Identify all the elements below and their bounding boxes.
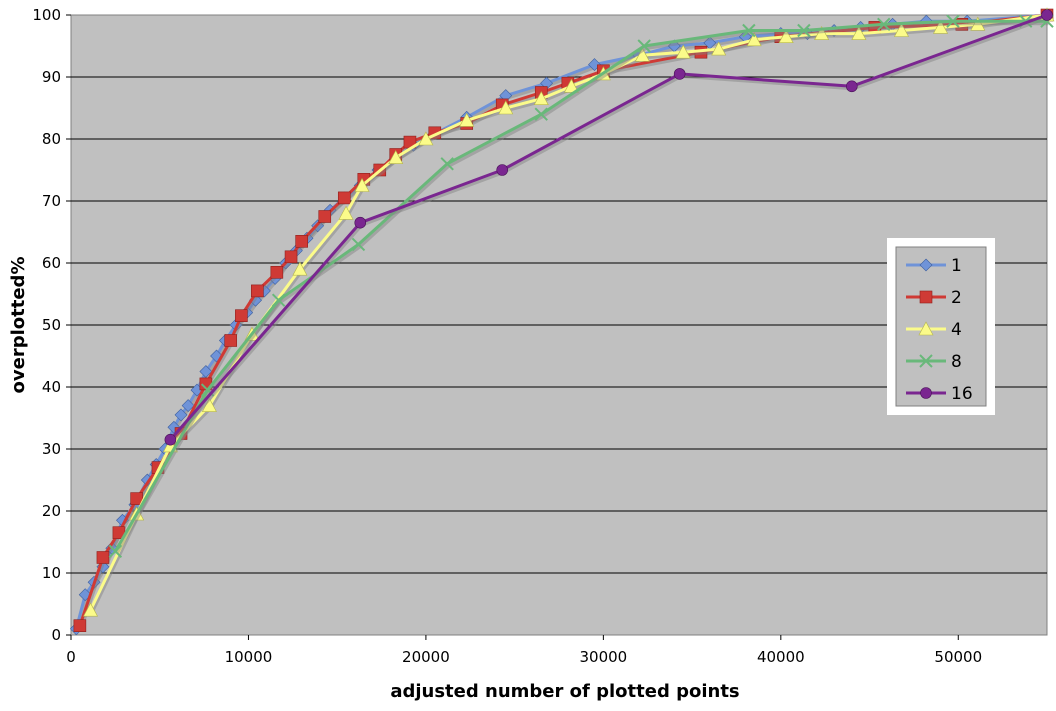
data-point xyxy=(814,25,830,40)
data-point xyxy=(845,80,858,93)
series-layer xyxy=(69,7,1055,636)
data-point xyxy=(201,397,217,412)
data-point xyxy=(970,16,986,31)
y-axis-title: overplotted% xyxy=(8,257,29,394)
series-8 xyxy=(108,14,1054,559)
x-tick-label: 30000 xyxy=(580,648,628,666)
x-tick-label: 40000 xyxy=(757,648,805,666)
y-tick-label: 20 xyxy=(42,502,61,520)
data-point xyxy=(108,544,123,559)
data-point xyxy=(742,23,756,38)
x-tick-label: 50000 xyxy=(934,648,982,666)
legend-label: 4 xyxy=(951,320,962,340)
data-point xyxy=(271,293,286,307)
series-line-shadow xyxy=(170,16,1050,444)
data-point xyxy=(498,100,514,115)
data-point xyxy=(96,551,110,564)
data-point xyxy=(78,588,92,602)
x-axis-title: adjusted number of plotted points xyxy=(390,681,739,702)
data-point xyxy=(778,29,794,43)
data-point xyxy=(746,32,762,47)
y-tick-label: 80 xyxy=(42,130,61,148)
data-point xyxy=(533,91,549,105)
data-point xyxy=(440,157,454,171)
legend-label: 2 xyxy=(951,288,962,308)
data-point xyxy=(877,17,891,32)
series-16 xyxy=(164,9,1053,446)
data-point xyxy=(284,250,298,264)
data-point xyxy=(496,164,509,176)
legend-label: 16 xyxy=(951,384,973,404)
legend-item: 4 xyxy=(906,320,962,340)
series-line xyxy=(169,13,1048,441)
legend-marker xyxy=(919,258,933,272)
data-point xyxy=(337,191,351,205)
y-tick-label: 30 xyxy=(42,440,61,458)
data-point xyxy=(338,205,354,220)
data-point xyxy=(534,107,548,121)
legend-item: 1 xyxy=(906,256,962,276)
data-point xyxy=(354,216,367,229)
data-point xyxy=(563,78,579,93)
data-point xyxy=(797,23,811,38)
data-point xyxy=(251,284,264,298)
legend-item: 2 xyxy=(906,288,962,308)
data-point xyxy=(459,112,475,127)
data-point xyxy=(354,177,370,192)
data-point xyxy=(270,265,284,279)
legend-item: 16 xyxy=(906,384,973,404)
data-point xyxy=(164,433,177,446)
data-point xyxy=(673,68,686,80)
y-tick-label: 0 xyxy=(51,626,61,644)
data-point xyxy=(675,44,691,59)
x-tick-label: 10000 xyxy=(225,648,273,666)
x-tick-label: 0 xyxy=(66,648,76,666)
x-tick-label: 20000 xyxy=(402,648,450,666)
y-tick-label: 90 xyxy=(42,68,61,86)
data-point xyxy=(130,492,143,505)
data-point xyxy=(83,602,99,617)
data-point xyxy=(933,19,949,34)
data-point xyxy=(235,309,248,323)
data-point xyxy=(210,349,223,363)
legend-marker xyxy=(919,354,933,368)
data-point xyxy=(388,149,404,164)
data-point xyxy=(851,25,867,40)
legend-marker xyxy=(919,290,933,304)
y-tick-label: 40 xyxy=(42,378,61,396)
y-tick-label: 60 xyxy=(42,254,61,272)
data-point xyxy=(946,14,960,28)
y-tick-label: 50 xyxy=(42,316,61,334)
legend-label: 1 xyxy=(951,256,962,276)
data-point xyxy=(418,131,434,146)
data-point xyxy=(167,420,181,434)
legend-box xyxy=(895,246,987,407)
y-tick-label: 70 xyxy=(42,192,61,210)
data-point xyxy=(711,41,727,56)
legend-marker xyxy=(920,387,932,399)
data-point xyxy=(292,261,308,276)
legend-marker xyxy=(918,321,934,336)
y-tick-label: 100 xyxy=(32,6,61,24)
data-point xyxy=(73,619,87,633)
data-point xyxy=(318,210,332,223)
data-point xyxy=(199,365,213,378)
legend: 1 2 4 8 16 xyxy=(887,238,995,415)
y-tick-label: 10 xyxy=(42,564,61,582)
legend-item: 8 xyxy=(906,352,962,372)
data-point xyxy=(224,334,238,347)
data-point xyxy=(588,58,601,72)
legend-label: 8 xyxy=(951,352,962,372)
axis-ticks: 0 10 20 30 40 50 60 70 80 90 100 0 10000 20000 30000 40… xyxy=(32,6,982,666)
data-point xyxy=(295,235,308,248)
data-point xyxy=(351,237,366,252)
data-point xyxy=(181,399,195,413)
data-point xyxy=(637,39,651,53)
data-point xyxy=(1041,9,1053,21)
data-point xyxy=(174,408,188,422)
data-point xyxy=(893,22,909,37)
data-point xyxy=(634,47,650,62)
